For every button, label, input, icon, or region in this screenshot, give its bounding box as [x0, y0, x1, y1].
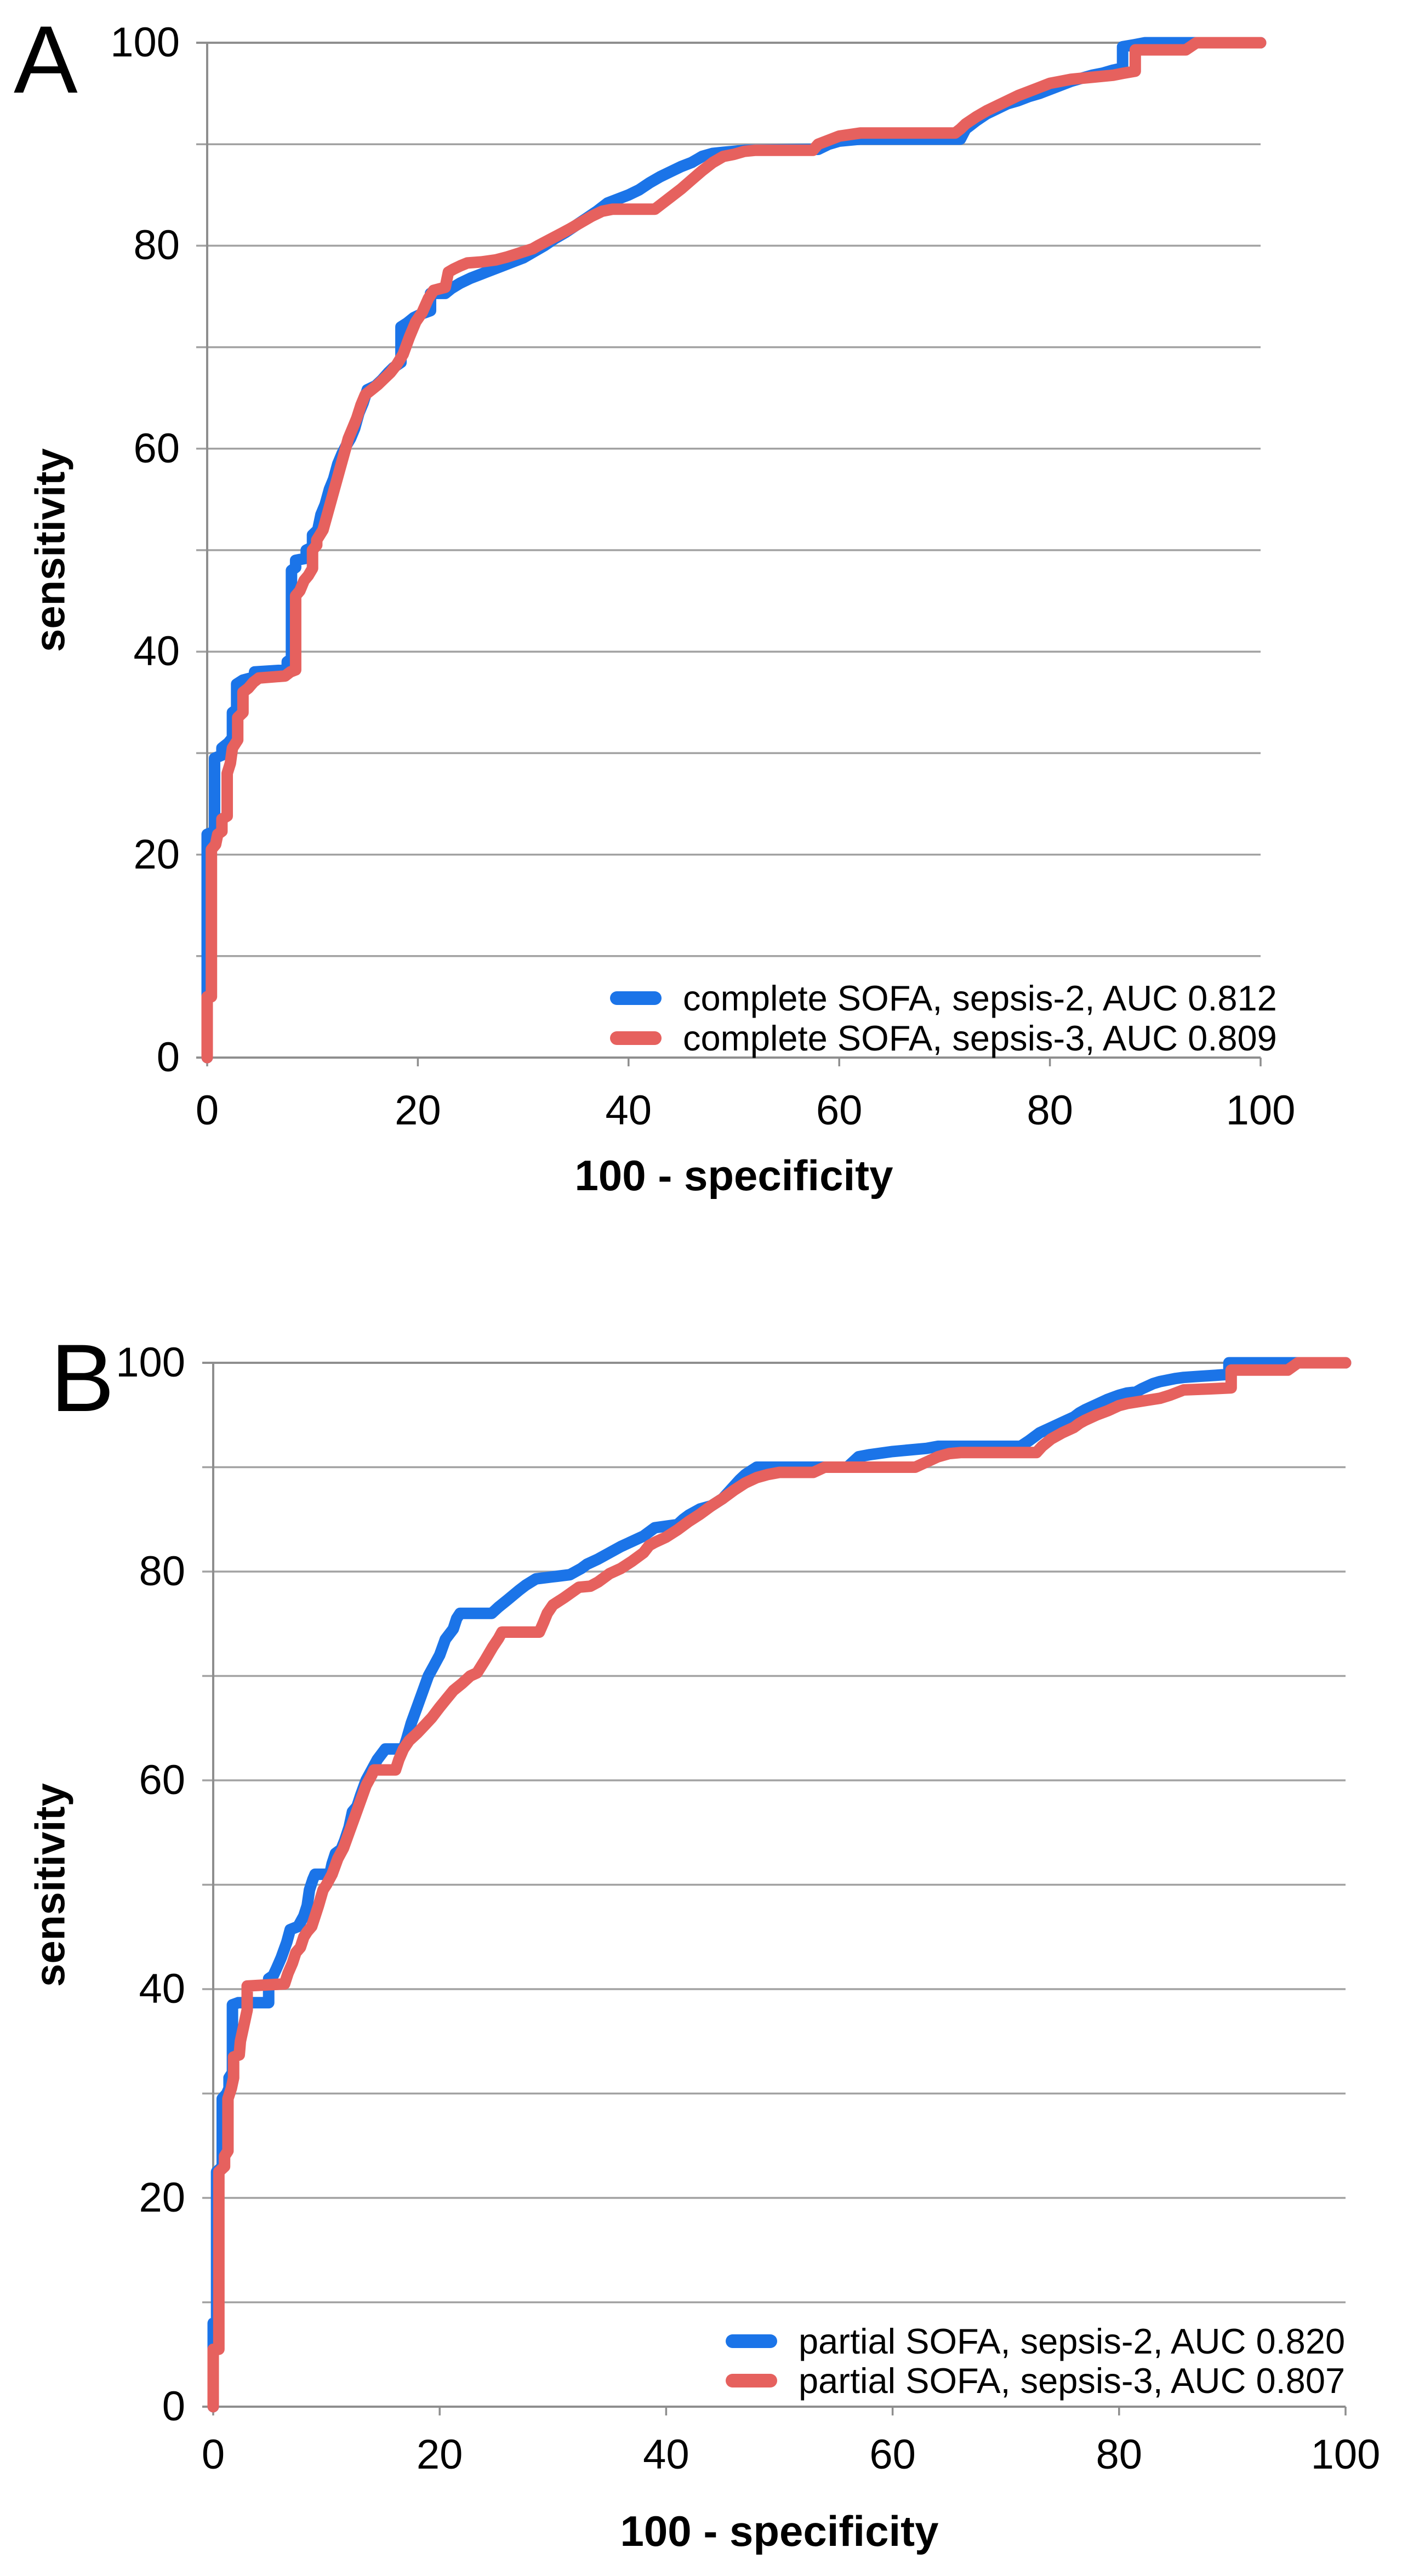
y-tick-label: 80: [133, 222, 180, 269]
y-tick-label: 100: [116, 1339, 185, 1386]
x-tick-label: 0: [201, 2431, 225, 2478]
y-axis-title: sensitivity: [27, 448, 74, 652]
x-tick-label: 40: [643, 2431, 689, 2478]
y-tick-label: 40: [133, 628, 180, 675]
y-tick-label: 100: [110, 19, 180, 66]
x-tick-label: 60: [816, 1087, 863, 1134]
legend-label: partial SOFA, sepsis-2, AUC 0.820: [799, 2321, 1346, 2361]
x-tick-label: 40: [605, 1087, 652, 1134]
legend-label: complete SOFA, sepsis-2, AUC 0.812: [683, 978, 1277, 1018]
legend-row: complete SOFA, sepsis-2, AUC 0.812: [610, 978, 1277, 1018]
roc-plot-area: [202, 1357, 1352, 2415]
roc-curve-sepsis-3: [207, 1357, 1352, 2413]
y-tick-label: 20: [139, 2174, 185, 2221]
x-tick-label: 0: [195, 1087, 219, 1134]
x-tick-label: 100: [1226, 1087, 1296, 1134]
legend-label: complete SOFA, sepsis-3, AUC 0.809: [683, 1018, 1277, 1058]
y-tick-label: 60: [139, 1757, 185, 1803]
x-tick-label: 20: [395, 1087, 441, 1134]
x-axis-title: 100 - specificity: [620, 2507, 939, 2555]
y-tick-label: 0: [156, 1034, 180, 1081]
y-axis-title: sensitivity: [27, 1783, 74, 1987]
panel-letter-b: B: [50, 1325, 115, 1432]
roc-plot-area: [196, 37, 1267, 1066]
legend-row: partial SOFA, sepsis-2, AUC 0.820: [726, 2321, 1345, 2361]
legend-line-swatch-sepsis-3: [610, 1031, 662, 1045]
y-tick-label: 80: [139, 1548, 185, 1595]
y-tick-label: 20: [133, 831, 180, 878]
y-tick-label: 0: [162, 2383, 185, 2430]
y-tick-label: 60: [133, 425, 180, 472]
x-tick-label: 20: [416, 2431, 463, 2478]
legend: partial SOFA, sepsis-2, AUC 0.820 partial…: [726, 2321, 1345, 2400]
x-tick-label: 100: [1310, 2431, 1381, 2478]
legend-row: partial SOFA, sepsis-3, AUC 0.807: [726, 2361, 1345, 2400]
legend-line-swatch-sepsis-2: [610, 991, 662, 1005]
legend-row: complete SOFA, sepsis-3, AUC 0.809: [610, 1018, 1277, 1058]
legend-line-swatch-sepsis-3: [726, 2373, 777, 2387]
roc-curve-sepsis-3: [201, 37, 1267, 1064]
roc-curve-sepsis-2: [207, 1357, 1352, 2413]
legend-line-swatch-sepsis-2: [726, 2334, 777, 2348]
legend-label: partial SOFA, sepsis-3, AUC 0.807: [799, 2360, 1346, 2401]
x-tick-label: 80: [1096, 2431, 1143, 2478]
x-axis-title: 100 - specificity: [574, 1151, 893, 1200]
legend: complete SOFA, sepsis-2, AUC 0.812 comple…: [610, 978, 1277, 1058]
x-tick-label: 80: [1027, 1087, 1073, 1134]
panel-letter-a: A: [14, 7, 78, 113]
x-tick-label: 60: [869, 2431, 916, 2478]
y-tick-label: 40: [139, 1966, 185, 2012]
